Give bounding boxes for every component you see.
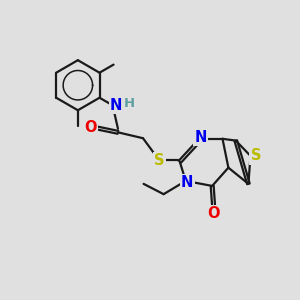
Text: S: S xyxy=(250,148,261,164)
Text: O: O xyxy=(207,206,220,221)
Text: N: N xyxy=(181,175,194,190)
Text: O: O xyxy=(84,120,97,135)
Text: S: S xyxy=(154,153,164,168)
Text: N: N xyxy=(110,98,122,113)
Text: N: N xyxy=(194,130,207,145)
Text: H: H xyxy=(124,97,135,110)
